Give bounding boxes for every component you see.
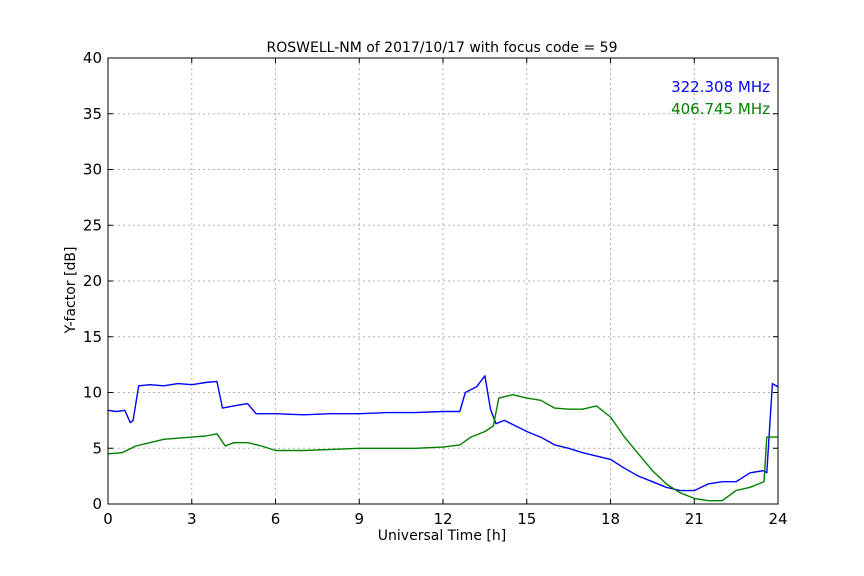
x-tick-label: 15	[517, 510, 536, 528]
x-tick-label: 24	[768, 510, 787, 528]
series-line-0	[107, 375, 779, 492]
y-tick-label: 40	[83, 49, 102, 67]
x-axis-label: Universal Time [h]	[378, 528, 506, 544]
x-tick-label: 3	[187, 510, 197, 528]
x-tick-label: 6	[271, 510, 281, 528]
x-tick-label: 9	[354, 510, 364, 528]
y-tick-label: 5	[92, 439, 102, 457]
y-tick-label: 15	[83, 328, 102, 346]
legend: 322.308 MHz 406.745 MHz	[671, 78, 770, 118]
y-tick-label: 35	[83, 105, 102, 123]
series-line-1	[107, 394, 778, 502]
x-tick-label: 18	[601, 510, 620, 528]
y-tick-label: 30	[83, 161, 102, 179]
y-tick-label: 10	[83, 384, 102, 402]
legend-entry-1: 406.745 MHz	[671, 100, 770, 118]
y-tick-label: 25	[83, 216, 102, 234]
y-axis-label: Y-factor [dB]	[63, 247, 79, 335]
y-tick-label: 0	[92, 495, 102, 513]
x-tick-label: 12	[433, 510, 452, 528]
x-tick-label: 21	[685, 510, 704, 528]
y-tick-label: 20	[83, 272, 102, 290]
chart-title: ROSWELL-NM of 2017/10/17 with focus code…	[267, 40, 618, 56]
x-tick-label: 0	[103, 510, 113, 528]
plot-lines	[107, 375, 779, 502]
legend-entry-0: 322.308 MHz	[671, 78, 770, 96]
ticks: 0 3 6 9 12 15 18 21 24 0 5 10 15 20 25 30 35 40	[83, 49, 788, 528]
